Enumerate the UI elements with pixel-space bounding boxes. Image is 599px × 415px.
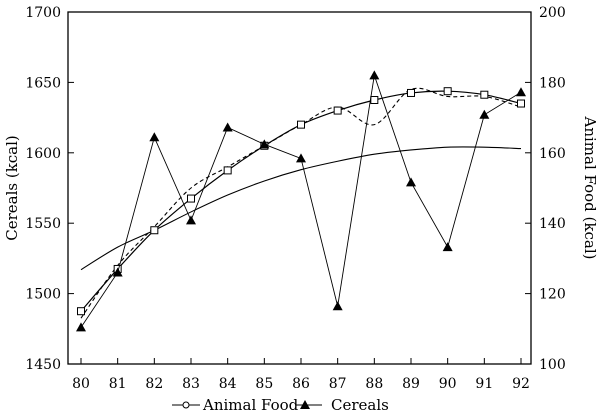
y-axis-right-title: Animal Food (kcal) xyxy=(581,116,599,260)
cereals-point xyxy=(406,177,416,187)
x-tick-label: 90 xyxy=(439,376,457,392)
animal-food-trend-line xyxy=(80,87,522,319)
left-tick-label: 1500 xyxy=(25,287,61,303)
x-tick-label: 80 xyxy=(72,376,90,392)
right-tick-label: 200 xyxy=(539,5,566,21)
x-axis: 80 81 82 83 84 85 86 87 88 89 90 91 92 xyxy=(72,358,530,392)
left-axis: 1450 1500 1550 1600 1650 1700 xyxy=(25,5,74,373)
cereals-point xyxy=(296,153,306,163)
x-tick-label: 86 xyxy=(292,376,310,392)
right-tick-label: 180 xyxy=(539,75,566,91)
cereals-point xyxy=(186,215,196,225)
legend-cereals-label: Cereals xyxy=(331,396,389,414)
x-tick-label: 92 xyxy=(512,376,530,392)
plot-frame xyxy=(67,11,532,365)
cereals-point xyxy=(259,139,270,149)
right-axis: 100 120 140 160 180 200 xyxy=(525,5,566,373)
left-tick-label: 1600 xyxy=(25,146,61,162)
animal-food-point xyxy=(407,88,415,97)
cereals-point xyxy=(76,322,86,332)
left-tick-label: 1450 xyxy=(25,357,61,373)
x-tick-label: 84 xyxy=(219,376,237,392)
cereals-point xyxy=(112,267,123,277)
cereals-point xyxy=(222,122,233,132)
left-tick-label: 1550 xyxy=(25,216,61,232)
cereals-point xyxy=(369,70,380,80)
cereals-line xyxy=(80,75,522,328)
animal-food-point xyxy=(187,194,195,203)
cereals-point xyxy=(149,132,160,142)
cereals-point xyxy=(516,87,526,97)
cereals-point xyxy=(479,109,490,119)
cereals-point xyxy=(442,242,453,252)
right-tick-label: 160 xyxy=(539,146,566,162)
x-tick-label: 81 xyxy=(109,376,127,392)
x-tick-label: 88 xyxy=(365,376,383,392)
right-tick-label: 140 xyxy=(539,216,566,232)
series-layer xyxy=(76,70,526,332)
legend-cereals-marker xyxy=(300,400,310,409)
animal-food-point xyxy=(333,106,342,115)
right-tick-label: 120 xyxy=(539,287,566,303)
animal-food-point xyxy=(370,96,379,104)
x-tick-label: 82 xyxy=(145,376,163,392)
x-tick-label: 89 xyxy=(402,376,420,392)
x-tick-label: 85 xyxy=(255,376,273,392)
x-tick-label: 83 xyxy=(182,376,200,392)
animal-food-point xyxy=(77,307,85,316)
legend: Animal Food Cereals xyxy=(172,396,389,414)
cereals-point xyxy=(332,301,343,311)
animal-food-point xyxy=(480,90,489,99)
animal-food-point xyxy=(297,120,305,129)
left-tick-label: 1700 xyxy=(25,5,61,21)
animal-food-point xyxy=(517,99,525,108)
animal-food-point xyxy=(443,87,452,96)
right-tick-label: 100 xyxy=(539,357,566,373)
y-axis-left-title: Cereals (kcal) xyxy=(3,135,21,241)
animal-food-point xyxy=(223,166,232,175)
left-tick-label: 1650 xyxy=(25,75,61,91)
legend-animal-food-marker xyxy=(182,401,190,409)
animal-food-point xyxy=(150,226,159,235)
x-tick-label: 87 xyxy=(329,376,347,392)
legend-animal-food-label: Animal Food xyxy=(202,396,299,414)
x-tick-label: 91 xyxy=(475,376,493,392)
